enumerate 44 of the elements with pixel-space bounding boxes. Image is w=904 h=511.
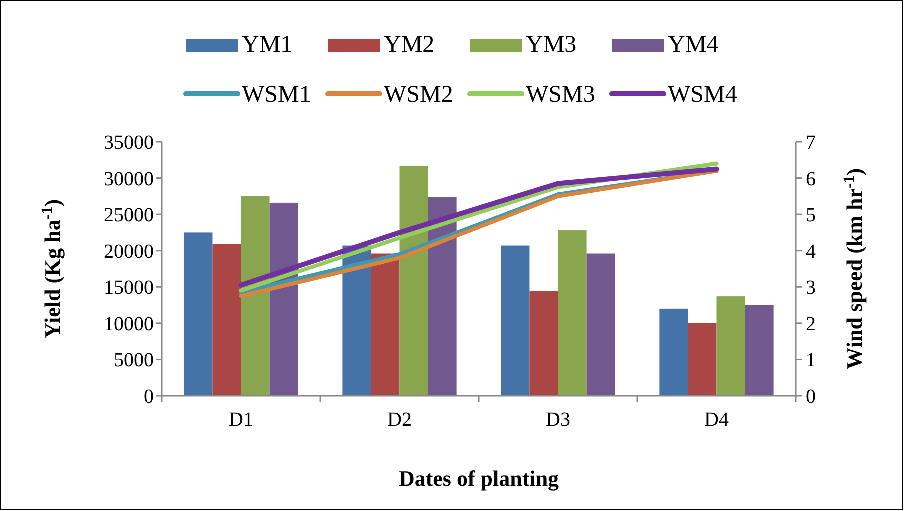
bar: [270, 202, 298, 396]
x-tick-label: D2: [388, 409, 412, 431]
legend-label: WSM4: [668, 82, 738, 108]
bar: [212, 244, 242, 396]
bar: [716, 296, 746, 396]
y2-tick-label: 3: [806, 277, 816, 300]
legend-label: YM1: [242, 32, 293, 58]
y2-tick-label: 4: [806, 240, 816, 263]
bar: [400, 166, 428, 396]
bar: [558, 230, 587, 396]
y2-tick-label: 5: [806, 204, 816, 227]
y-tick-label: 20000: [104, 240, 154, 263]
x-tick-label: D4: [704, 409, 729, 431]
legend-label: YM2: [384, 32, 435, 58]
y2-tick-label: 1: [806, 350, 816, 372]
bar: [184, 232, 213, 396]
x-tick-label: D1: [229, 409, 254, 431]
legend-label: WSM2: [384, 82, 454, 108]
bar: [501, 246, 530, 396]
y-tick-label: 15000: [104, 277, 154, 300]
bar: [371, 254, 400, 396]
bar: [241, 196, 270, 396]
y-tick-label: 35000: [104, 132, 154, 154]
y-tick-label: 0: [144, 386, 154, 408]
legend-label: WSM3: [526, 82, 596, 108]
bar: [428, 197, 457, 396]
bar: [586, 254, 616, 396]
legend-label: YM4: [668, 32, 719, 58]
bar: [530, 291, 558, 396]
y2-tick-label: 2: [806, 313, 816, 336]
y-tick-label: 30000: [104, 168, 154, 190]
y2-tick-label: 6: [806, 168, 816, 190]
bar: [688, 323, 717, 396]
y-tick-label: 25000: [104, 204, 154, 227]
legend-label: YM3: [526, 32, 577, 58]
y-tick-label: 10000: [104, 313, 154, 336]
bar: [660, 308, 688, 396]
y2-tick-label: 0: [806, 386, 816, 408]
y-tick-label: 5000: [114, 350, 154, 372]
y2-tick-label: 7: [806, 132, 816, 154]
bar: [745, 305, 774, 396]
legend-label: WSM1: [242, 82, 312, 108]
x-tick-label: D3: [546, 409, 570, 431]
x-axis-title: Dates of planting: [398, 466, 560, 491]
